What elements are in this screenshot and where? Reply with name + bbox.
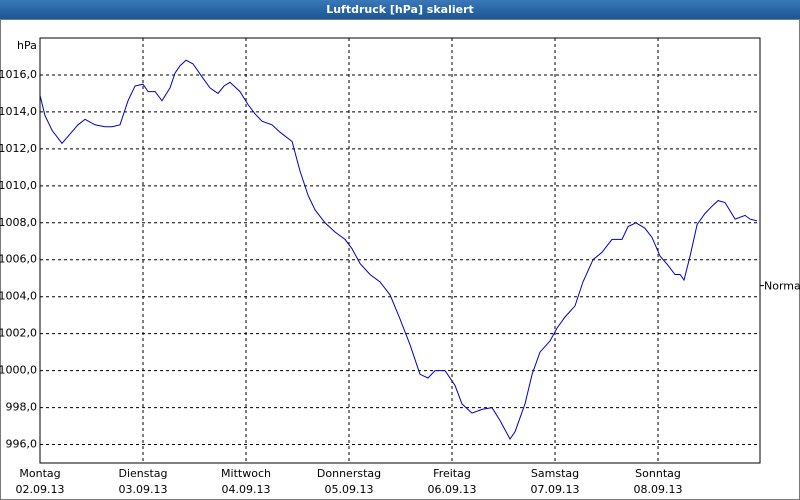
- y-tick-label: 1014,0: [0, 105, 37, 118]
- window-title: Luftdruck [hPa] skaliert: [326, 3, 474, 16]
- y-tick-label: 1016,0: [0, 68, 37, 81]
- y-tick-label: 1008,0: [0, 216, 37, 229]
- x-tick-label: Samstag: [531, 467, 579, 480]
- y-tick-label: 998,0: [6, 401, 38, 414]
- y-tick-label: 1002,0: [0, 327, 37, 340]
- x-tick-label: Sonntag: [635, 467, 681, 480]
- plot-frame: [39, 37, 761, 464]
- x-tick-date: 08.09.13: [634, 483, 683, 496]
- x-tick-date: 02.09.13: [16, 483, 65, 496]
- x-tick-date: 07.09.13: [531, 483, 580, 496]
- x-tick-label: Freitag: [433, 467, 471, 480]
- title-bar: [0, 0, 800, 19]
- x-tick-label: Montag: [19, 467, 60, 480]
- x-tick-date: 04.09.13: [222, 483, 271, 496]
- line-series: [39, 59, 758, 440]
- x-tick-date: 03.09.13: [119, 483, 168, 496]
- x-tick-date: 06.09.13: [428, 483, 477, 496]
- x-tick-label: Mittwoch: [221, 467, 271, 480]
- y-unit: hPa: [17, 39, 37, 52]
- y-tick-label: 1004,0: [0, 290, 37, 303]
- y-tick-label: 1000,0: [0, 364, 37, 377]
- y-tick-label: 1006,0: [0, 253, 37, 266]
- y-tick-label: 996,0: [6, 438, 38, 451]
- x-tick-label: Donnerstag: [317, 467, 381, 480]
- annotation: Normal: [764, 280, 800, 293]
- y-tick-label: 1010,0: [0, 179, 37, 192]
- x-tick-date: 05.09.13: [325, 483, 374, 496]
- y-tick-label: 1012,0: [0, 142, 37, 155]
- x-tick-label: Dienstag: [118, 467, 167, 480]
